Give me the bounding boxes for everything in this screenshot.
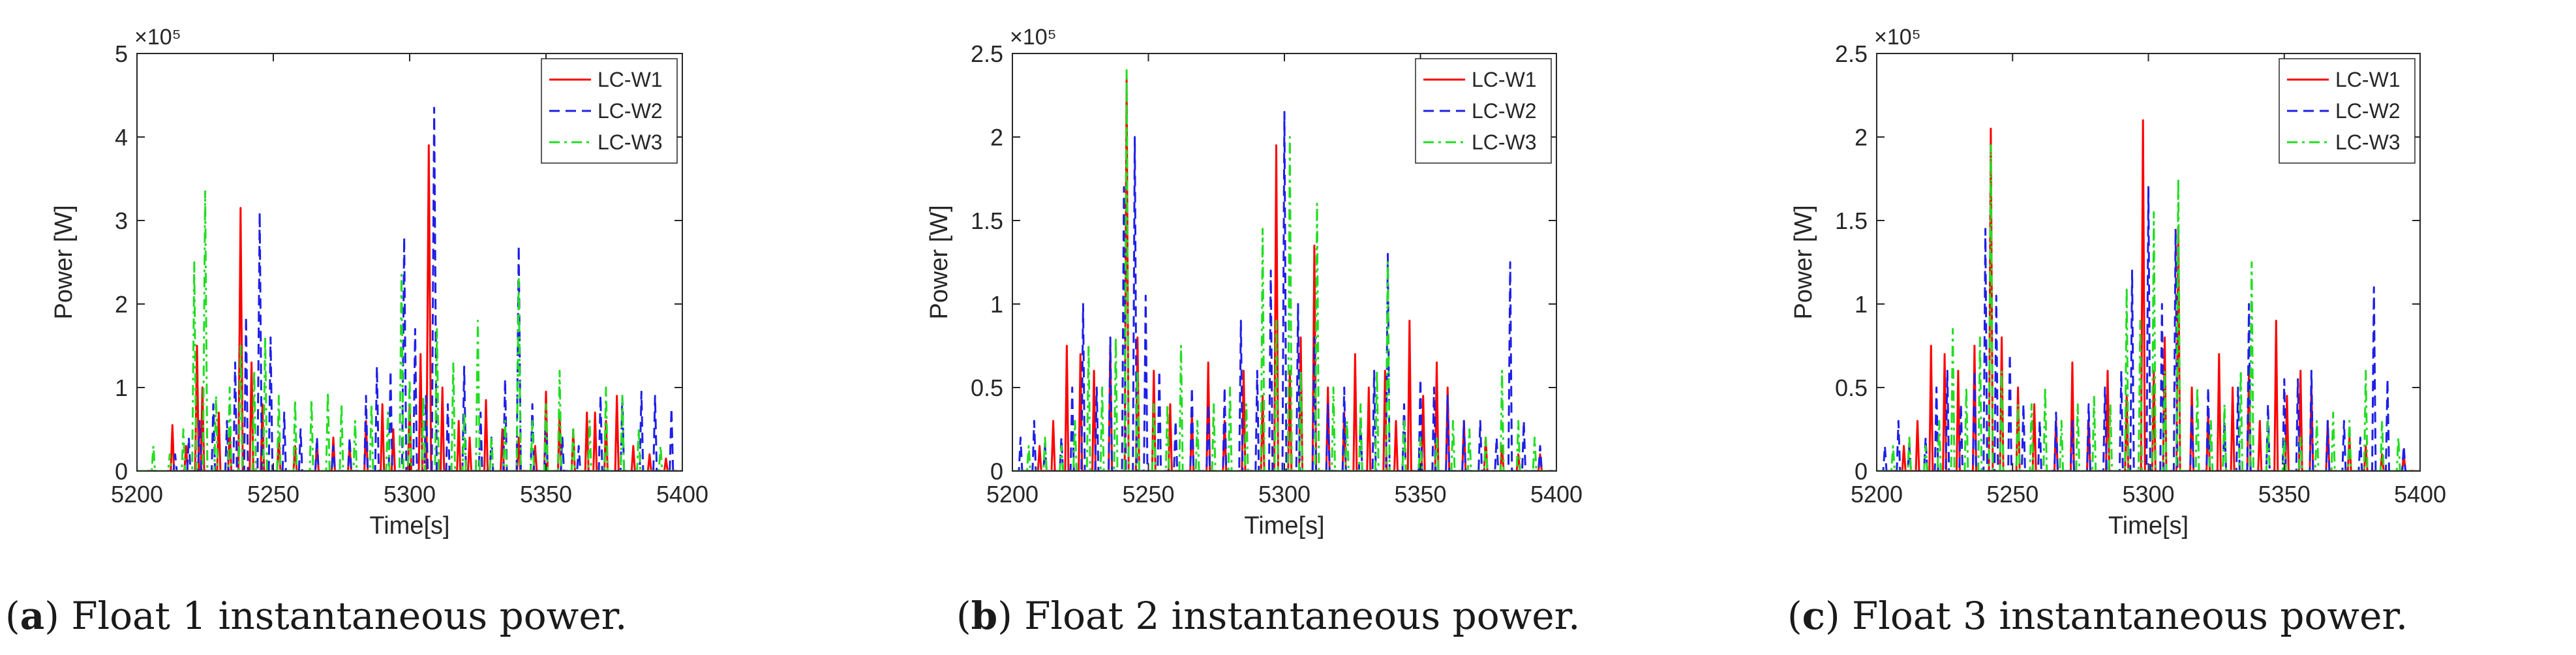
caption-a-close: ) (44, 594, 72, 638)
x-axis-label: Time[s] (2108, 512, 2189, 540)
series-line-lc-w3 (1877, 144, 2420, 471)
caption-b-text: Float 2 instantaneous power. (1024, 594, 1581, 638)
series-group (1012, 69, 1556, 471)
x-tick-label: 5350 (1394, 481, 1446, 508)
caption-c-close: ) (1825, 594, 1853, 638)
panel-b: 5200 5250 5300 5350 5400 0 0.5 1 1.5 2 2.5 ×10⁵ Time… (858, 0, 1717, 655)
legend: LC-W1 LC-W2 LC-W3 (541, 58, 678, 164)
y-tick-label: 1.5 (1835, 207, 1868, 234)
x-tick-label: 5400 (656, 481, 708, 508)
legend-label-lc-w2: LC-W2 (2335, 99, 2401, 123)
caption-b-letter: b (971, 594, 998, 638)
x-tick-label: 5350 (2258, 481, 2311, 508)
caption-a-text: Float 1 instantaneous power. (71, 594, 628, 638)
caption-c-letter: c (1802, 594, 1825, 638)
x-tick-label: 5300 (384, 481, 436, 508)
x-tick-label: 5200 (986, 481, 1038, 508)
series-group (137, 106, 682, 471)
x-tick-label: 5350 (520, 481, 572, 508)
legend-box (1415, 58, 1552, 164)
y-exponent-label: ×10⁵ (134, 25, 181, 50)
x-tick-label: 5250 (1986, 481, 2038, 508)
x-tick-label: 5400 (2394, 481, 2446, 508)
series-line-lc-w2 (1012, 111, 1556, 471)
legend-label-lc-w3: LC-W3 (598, 130, 663, 154)
series-line-lc-w1 (137, 144, 682, 471)
y-tick-label: 1 (1855, 291, 1868, 318)
legend-label-lc-w2: LC-W2 (1472, 99, 1537, 123)
y-tick-label: 0.5 (971, 374, 1003, 401)
x-tick-label: 5300 (1258, 481, 1311, 508)
y-tick-label: 2 (115, 291, 128, 318)
y-tick-label: 0 (115, 458, 128, 485)
x-tick-label: 5200 (111, 481, 163, 508)
y-tick-label: 3 (115, 207, 128, 234)
chart-float-1: 5200 5250 5300 5350 5400 0 1 2 3 4 5×10⁵ Time[s] Pow… (50, 25, 708, 540)
caption-c: (c) Float 3 instantaneous power. (1787, 594, 2408, 638)
caption-a-letter: a (20, 594, 45, 638)
caption-a: (a) Float 1 instantaneous power. (5, 594, 627, 638)
y-axis-label: Power [W] (1790, 205, 1817, 319)
chart-float-3: 5200 5250 5300 5350 5400 0 0.5 1 1.5 2 2.5×10⁵ Time… (1790, 25, 2446, 540)
legend-label-lc-w1: LC-W1 (2335, 68, 2401, 91)
series-line-lc-w3 (1012, 69, 1556, 471)
panel-c: 5200 5250 5300 5350 5400 0 0.5 1 1.5 2 2.5 ×10⁵ Time… (1717, 0, 2576, 655)
chart-float-2: 5200 5250 5300 5350 5400 0 0.5 1 1.5 2 2.5 ×10⁵ Time… (926, 25, 1583, 540)
y-tick-label: 1.5 (971, 207, 1003, 234)
y-tick-label: 2 (1855, 124, 1868, 151)
legend: LC-W1 LC-W2 LC-W3 (2279, 58, 2416, 164)
y-axis-label: Power [W] (926, 205, 953, 319)
x-axis-label: Time[s] (1244, 512, 1324, 540)
legend: LC-W1 LC-W2 LC-W3 (1415, 58, 1552, 164)
y-tick-label: 0 (990, 458, 1003, 485)
x-tick-label: 5250 (247, 481, 299, 508)
legend-label-lc-w3: LC-W3 (2335, 130, 2401, 154)
y-tick-label: 2.5 (971, 40, 1003, 67)
series-line-lc-w3 (137, 190, 682, 471)
y-exponent-label: ×10⁵ (1010, 25, 1057, 50)
legend-box (2279, 58, 2416, 164)
y-axis-label: Power [W] (50, 205, 78, 319)
caption-c-open: ( (1787, 594, 1802, 638)
caption-b-close: ) (997, 594, 1025, 638)
legend-label-lc-w1: LC-W1 (1472, 68, 1537, 91)
caption-b: (b) Float 2 instantaneous power. (956, 594, 1580, 638)
legend-label-lc-w2: LC-W2 (598, 99, 663, 123)
caption-b-open: ( (956, 594, 971, 638)
y-tick-label: 5 (115, 40, 128, 67)
panel-a: 5200 5250 5300 5350 5400 0 1 2 3 4 5 ×10⁵ Time[s] Pow… (0, 0, 858, 655)
y-tick-label: 1 (115, 374, 128, 401)
y-tick-label: 0 (1855, 458, 1868, 485)
x-tick-label: 5200 (1851, 481, 1903, 508)
caption-c-text: Float 3 instantaneous power. (1852, 594, 2408, 638)
legend-box (541, 58, 678, 164)
x-tick-label: 5250 (1122, 481, 1174, 508)
x-tick-label: 5400 (1530, 481, 1583, 508)
legend-label-lc-w1: LC-W1 (598, 68, 663, 91)
caption-a-open: ( (5, 594, 20, 638)
y-exponent-label: ×10⁵ (1874, 25, 1921, 50)
series-line-lc-w2 (1877, 186, 2420, 471)
y-tick-label: 1 (990, 291, 1003, 318)
x-tick-label: 5300 (2122, 481, 2174, 508)
y-tick-label: 0.5 (1835, 374, 1868, 401)
y-tick-label: 2 (990, 124, 1003, 151)
y-tick-label: 2.5 (1835, 40, 1868, 67)
x-axis-label: Time[s] (369, 512, 449, 540)
series-group (1877, 119, 2420, 471)
y-tick-label: 4 (115, 124, 128, 151)
legend-label-lc-w3: LC-W3 (1472, 130, 1537, 154)
